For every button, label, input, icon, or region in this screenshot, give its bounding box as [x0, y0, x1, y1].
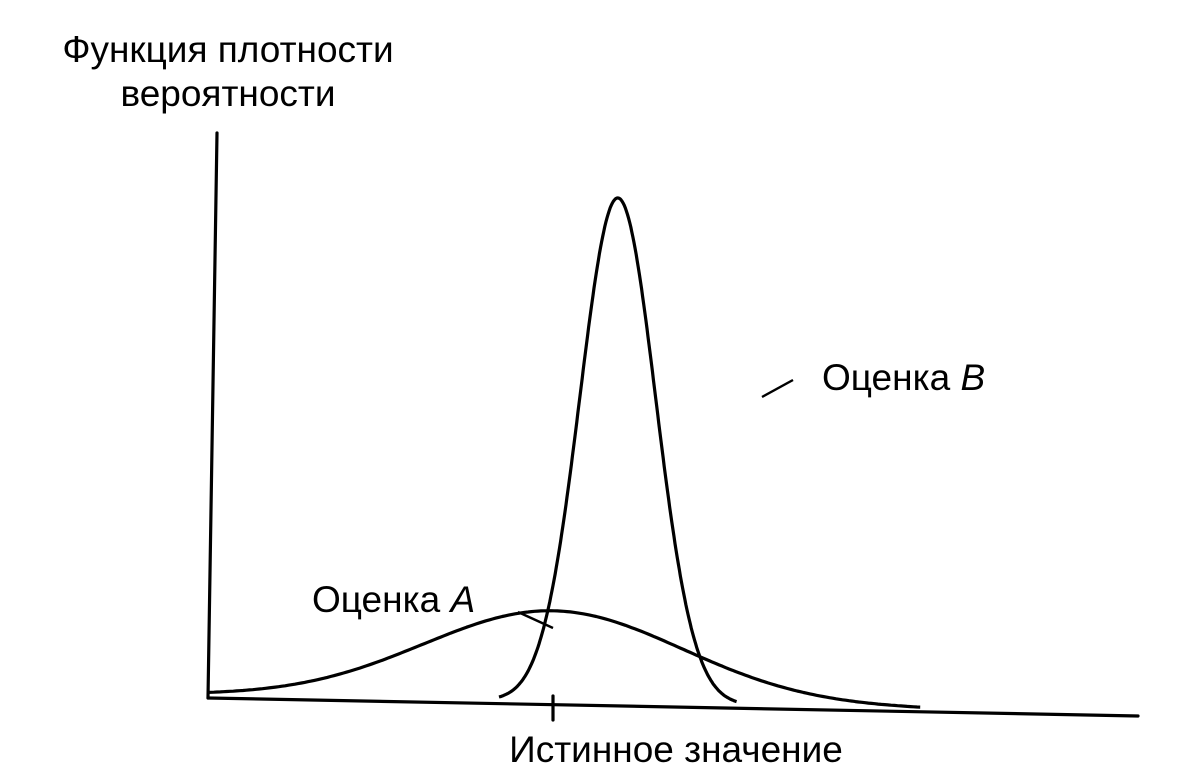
series-line-estimate-b: [498, 196, 738, 704]
series-line-estimate-a: [207, 609, 921, 709]
leader-line-estimate-a: [517, 610, 554, 630]
x-axis-title: Истинное значение: [509, 729, 843, 770]
series-label-estimate-a-text: Оценка: [312, 579, 450, 620]
series-label-estimate-b: Оценка B: [822, 357, 985, 398]
series-label-estimate-a: Оценка A: [312, 579, 475, 620]
series-label-estimate-a-letter: A: [448, 579, 475, 620]
series-label-estimate-b-letter: B: [960, 357, 985, 398]
y-axis-title-line1: Функция плотности: [62, 29, 393, 70]
x-axis: [206, 696, 1140, 718]
y-axis: [206, 131, 219, 700]
leader-line-estimate-b: [761, 378, 794, 399]
y-axis-title-line2: вероятности: [120, 73, 335, 114]
series-label-estimate-b-text: Оценка: [822, 357, 960, 398]
